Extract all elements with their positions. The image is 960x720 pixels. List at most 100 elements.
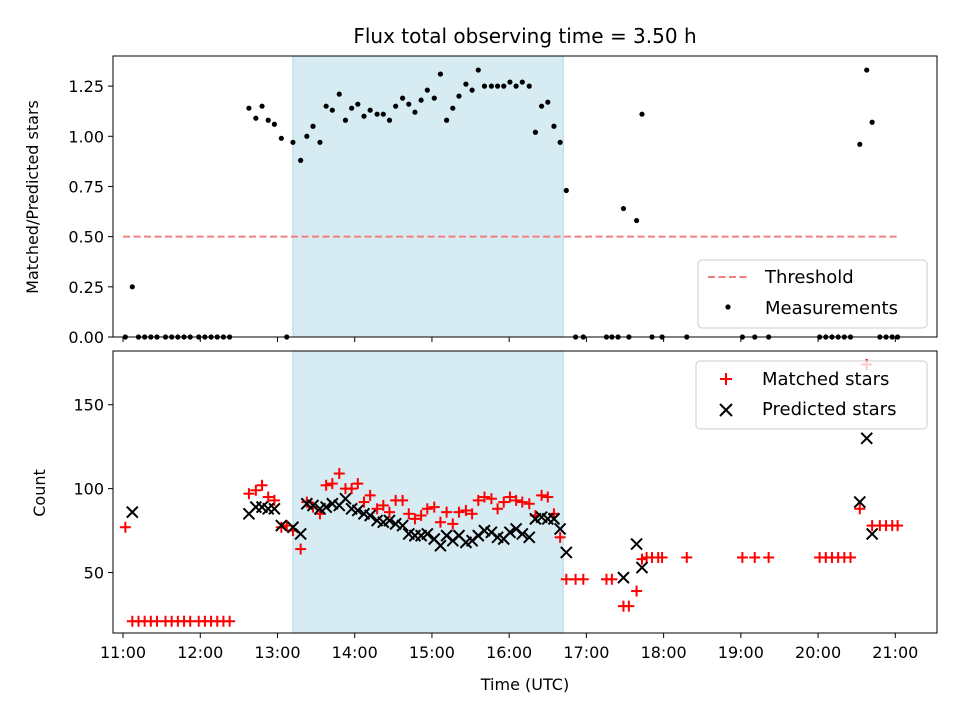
- matched-star-point: [262, 491, 274, 503]
- predicted-star-point: [319, 500, 333, 514]
- ratio-panel: 0.00 0.25 0.50 0.75 1.00 1.25 Flux total obse…: [23, 24, 938, 347]
- x-tick-label: 20:00: [795, 643, 841, 662]
- matched-star-point: [119, 521, 131, 533]
- matched-star-point: [320, 479, 332, 491]
- measurement-point: [857, 141, 863, 147]
- measurement-point: [475, 67, 481, 73]
- matched-star-point: [460, 504, 472, 516]
- top-axes-frame: [112, 55, 938, 338]
- measurement-point: [367, 107, 373, 113]
- matched-star-point: [560, 573, 572, 585]
- x-tick-label: 13:00: [254, 643, 300, 662]
- bottom-legend: Matched stars Predicted stars: [695, 360, 928, 430]
- top-y-axis-label: Matched/Predicted stars: [23, 100, 42, 294]
- matched-star-point: [268, 494, 280, 506]
- predicted-star-point: [853, 495, 866, 509]
- predicted-stars-points: [126, 432, 879, 584]
- y-tick-label: 0.75: [68, 177, 104, 196]
- matched-star-point: [434, 516, 446, 528]
- measurement-point: [418, 97, 424, 103]
- measurement-point: [259, 103, 265, 109]
- measurement-point: [620, 205, 627, 212]
- predicted-star-point: [516, 527, 529, 541]
- measurement-point: [481, 83, 488, 89]
- measurement-point: [526, 83, 532, 89]
- matched-star-point: [352, 478, 364, 490]
- matched-star-point: [749, 551, 761, 563]
- x-tick-label: 14:00: [332, 643, 378, 662]
- matched-stars-points: [119, 358, 904, 627]
- predicted-star-point: [860, 432, 873, 445]
- measurement-point: [639, 111, 645, 117]
- measurement-point: [444, 117, 450, 123]
- legend-matched-label: Matched stars: [762, 369, 889, 390]
- matched-star-point: [397, 494, 409, 506]
- bottom-x-axis-ticks: 11:00 12:00 13:00 14:00 15:00 16:00 17:00 18:00…: [100, 633, 918, 662]
- matched-star-point: [346, 483, 358, 495]
- predicted-star-point: [547, 512, 561, 526]
- matched-star-point: [371, 503, 383, 515]
- predicted-star-point: [553, 522, 567, 536]
- predicted-star-point: [275, 519, 288, 532]
- bottom-y-axis-ticks: 50 100 150: [73, 396, 113, 583]
- measurement-point: [431, 95, 437, 101]
- measurement-point: [374, 111, 380, 117]
- bottom-y-axis-label: Count: [30, 469, 49, 517]
- measurement-point: [437, 71, 444, 77]
- y-tick-label: 1.00: [68, 127, 104, 146]
- matched-star-point: [466, 508, 478, 520]
- legend-predicted-swatch: [719, 403, 733, 417]
- measurement-point: [563, 187, 569, 194]
- matched-star-point: [250, 484, 262, 496]
- matched-star-point: [415, 510, 427, 521]
- matched-star-point: [256, 479, 268, 491]
- x-tick-label: 11:00: [100, 643, 146, 662]
- x-tick-label: 19:00: [718, 643, 764, 662]
- y-tick-label: 0.25: [68, 278, 104, 297]
- matched-star-point: [485, 493, 497, 505]
- observing-span-shade: [292, 55, 564, 338]
- matched-star-point: [623, 600, 635, 612]
- matched-star-point: [892, 520, 904, 532]
- predicted-star-point: [126, 505, 139, 519]
- matched-star-point: [377, 499, 389, 511]
- matched-star-point: [845, 551, 857, 563]
- measurement-point: [329, 107, 335, 113]
- x-tick-label: 17:00: [563, 643, 609, 662]
- predicted-star-point: [503, 526, 517, 539]
- y-tick-label: 0.50: [68, 228, 104, 247]
- matched-star-point: [498, 496, 510, 508]
- measurement-point: [488, 83, 495, 89]
- measurement-point: [532, 129, 539, 135]
- x-axis-label: Time (UTC): [480, 675, 569, 694]
- matched-star-point: [656, 551, 668, 563]
- matched-star-point: [358, 496, 370, 508]
- predicted-star-point: [560, 546, 573, 559]
- x-tick-label: 15:00: [409, 643, 455, 662]
- predicted-star-point: [434, 539, 447, 552]
- measurement-point: [380, 111, 386, 117]
- legend-measurements-swatch: [725, 304, 731, 310]
- matched-star-point: [854, 503, 866, 515]
- measurement-point: [406, 101, 412, 107]
- matched-star-point: [243, 488, 255, 500]
- y-tick-label: 150: [73, 396, 104, 415]
- matched-star-point: [510, 494, 522, 506]
- predicted-star-point: [396, 519, 409, 532]
- measurement-point: [551, 123, 557, 129]
- measurement-point: [450, 105, 456, 111]
- matched-star-point: [224, 615, 236, 627]
- measurement-point: [278, 135, 284, 141]
- x-tick-label: 12:00: [177, 643, 223, 662]
- measurement-point: [253, 115, 259, 121]
- measurement-point: [545, 99, 551, 105]
- matched-star-point: [333, 468, 345, 480]
- measurement-point: [342, 117, 349, 123]
- measurement-point: [412, 109, 418, 115]
- matched-star-point: [403, 508, 415, 520]
- matched-star-point: [428, 501, 440, 513]
- matched-star-point: [554, 531, 566, 543]
- matched-star-point: [421, 503, 433, 515]
- measurement-point: [869, 119, 875, 125]
